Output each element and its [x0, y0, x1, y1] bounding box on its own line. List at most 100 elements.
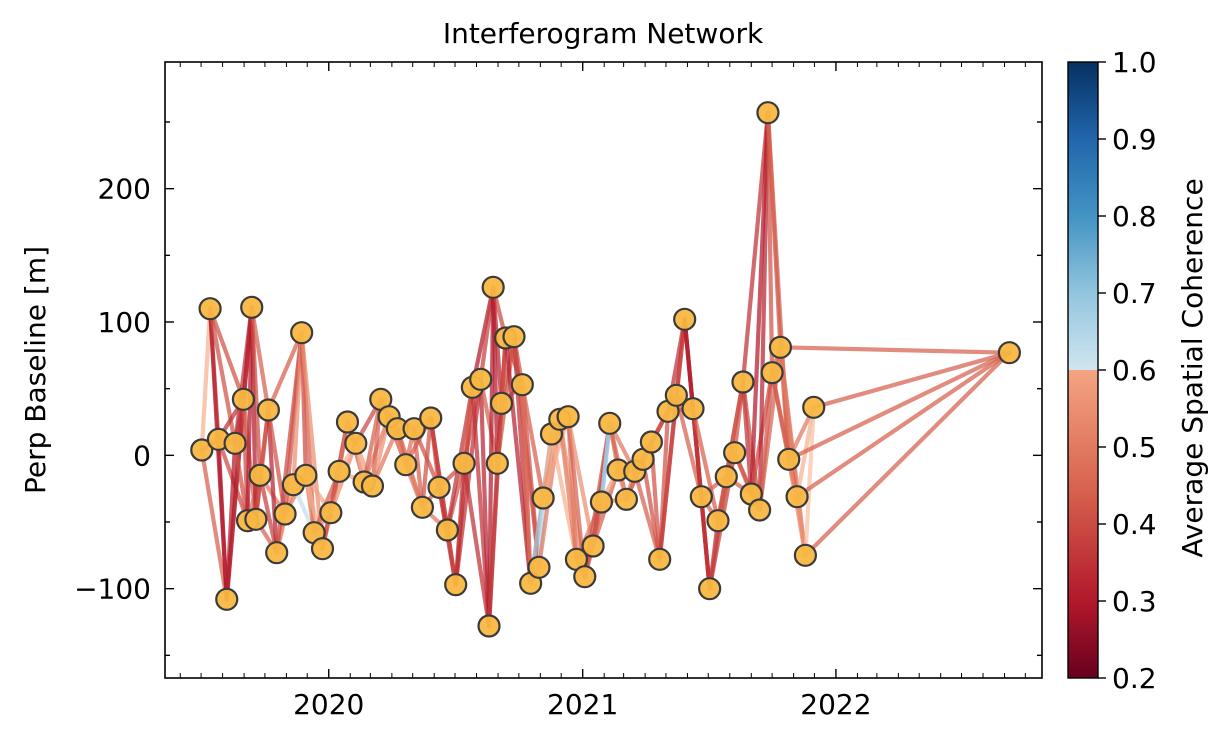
acquisition-point-49	[556, 405, 580, 429]
acquisition-point-3	[215, 587, 239, 611]
acquisition-point-79	[802, 395, 826, 419]
acquisition-point-69	[723, 441, 747, 465]
pair-line-188	[674, 317, 687, 398]
acquisition-point-66	[698, 577, 722, 601]
pair-line-2	[199, 447, 229, 602]
acquisition-point-34	[452, 451, 476, 475]
colorbar-gradient	[1067, 61, 1099, 679]
acquisition-point-29	[410, 495, 435, 519]
acquisition-point-32	[435, 518, 459, 542]
acquisition-point-74	[760, 361, 784, 385]
pair-line-46	[299, 330, 325, 551]
acquisition-point-62	[664, 383, 688, 407]
acquisition-point-38	[481, 275, 505, 299]
y-axis-ticks: −100 0 100 200	[74, 121, 1042, 657]
pair-line-236	[778, 345, 1012, 355]
pair-line-214	[740, 110, 771, 385]
y-tick-label: −100	[74, 573, 151, 606]
acquisition-point-70	[731, 370, 755, 394]
acquisition-point-75	[768, 335, 793, 359]
colorbar-tick-label: 0.7	[1112, 277, 1157, 310]
acquisition-point-28	[402, 417, 426, 441]
pair-line-112	[478, 377, 500, 466]
acquisition-point-36	[469, 367, 493, 391]
acquisition-point-43	[510, 373, 534, 397]
pair-line-25	[249, 305, 271, 413]
y-axis-label: Perp Baseline [m]	[19, 246, 52, 494]
acquisition-point-7	[240, 295, 264, 319]
acquisition-point-46	[531, 486, 555, 510]
pair-line-34	[266, 330, 304, 413]
pair-line-209	[732, 379, 746, 455]
acquisition-point-5	[231, 387, 256, 411]
colorbar-tick-label: 0.8	[1112, 200, 1157, 233]
acquisition-point-33	[444, 573, 468, 597]
pair-line-89	[420, 415, 433, 510]
acquisition-point-30	[419, 406, 443, 430]
acquisition-point-39	[485, 451, 509, 475]
acquisition-point-73	[756, 101, 780, 125]
acquisition-point-11	[265, 541, 289, 565]
pair-line-196	[690, 406, 721, 523]
x-tick-label: 2022	[800, 688, 871, 721]
acquisition-point-76	[777, 447, 801, 471]
acquisition-point-63	[673, 307, 697, 331]
acquisition-point-51	[573, 565, 597, 589]
pair-line-6	[207, 306, 246, 402]
acquisition-point-27	[394, 453, 418, 477]
colorbar-tick-label: 0.3	[1112, 585, 1157, 618]
pair-line-86	[411, 426, 425, 510]
acquisition-point-0	[190, 438, 214, 462]
colorbar-tick-label: 0.4	[1112, 508, 1157, 541]
pair-line-237	[786, 350, 1012, 462]
acquisition-point-1	[198, 297, 222, 321]
colorbar-tick-label: 0.6	[1112, 354, 1157, 387]
acquisition-point-45	[527, 555, 551, 579]
acquisition-point-42	[502, 325, 526, 349]
pair-line-240	[811, 350, 1012, 410]
acquisition-point-78	[793, 543, 818, 567]
pair-line-239	[803, 350, 1012, 558]
acquisition-point-54	[598, 411, 622, 435]
y-tick-label: 100	[98, 306, 151, 339]
acquisition-point-59	[639, 430, 663, 454]
pair-line-106	[461, 461, 492, 629]
acquisition-point-10	[256, 398, 280, 422]
pair-line-32	[266, 407, 279, 555]
x-tick-label: 2020	[293, 688, 364, 721]
y-tick-label: 200	[98, 173, 151, 206]
acquisition-point-77	[785, 485, 809, 509]
plot-frame	[164, 61, 1043, 679]
acquisition-point-68	[714, 465, 738, 489]
pair-line-238	[794, 350, 1012, 499]
x-tick-label: 2021	[547, 688, 618, 721]
acquisition-point-52	[581, 534, 605, 558]
pair-line-0	[199, 306, 213, 453]
acquisition-point-9	[248, 463, 272, 487]
acquisition-point-65	[689, 485, 713, 509]
acquisition-point-64	[681, 397, 705, 421]
acquisition-point-23	[360, 474, 385, 498]
acquisition-point-19	[327, 459, 351, 483]
acquisition-point-4	[223, 431, 247, 455]
acquisition-point-17	[310, 537, 335, 561]
pair-line-241	[520, 382, 533, 586]
acquisition-point-60	[648, 547, 672, 571]
chart-title: Interferogram Network	[443, 17, 764, 50]
acquisition-point-8	[244, 507, 268, 531]
colorbar-tick-label: 0.9	[1112, 123, 1157, 156]
colorbar-tick-label: 1.0	[1112, 46, 1157, 79]
pair-line-7	[216, 437, 229, 602]
colorbar-ticks: 0.2 0.3 0.4 0.5 0.6 0.7 0.8 0.9 1.0	[1098, 46, 1157, 695]
acquisition-point-56	[614, 487, 638, 511]
acquisition-point-80	[997, 341, 1021, 365]
pair-line-133	[520, 382, 546, 501]
colorbar-tick-label: 0.5	[1112, 431, 1157, 464]
plot-area	[164, 61, 1043, 679]
x-axis-minor-ticks	[179, 62, 1026, 678]
x-axis-ticks: 2020 2021 2022	[293, 62, 872, 721]
pair-line-243	[599, 421, 612, 505]
acquisition-point-14	[290, 321, 314, 345]
pair-line-218	[757, 110, 771, 513]
